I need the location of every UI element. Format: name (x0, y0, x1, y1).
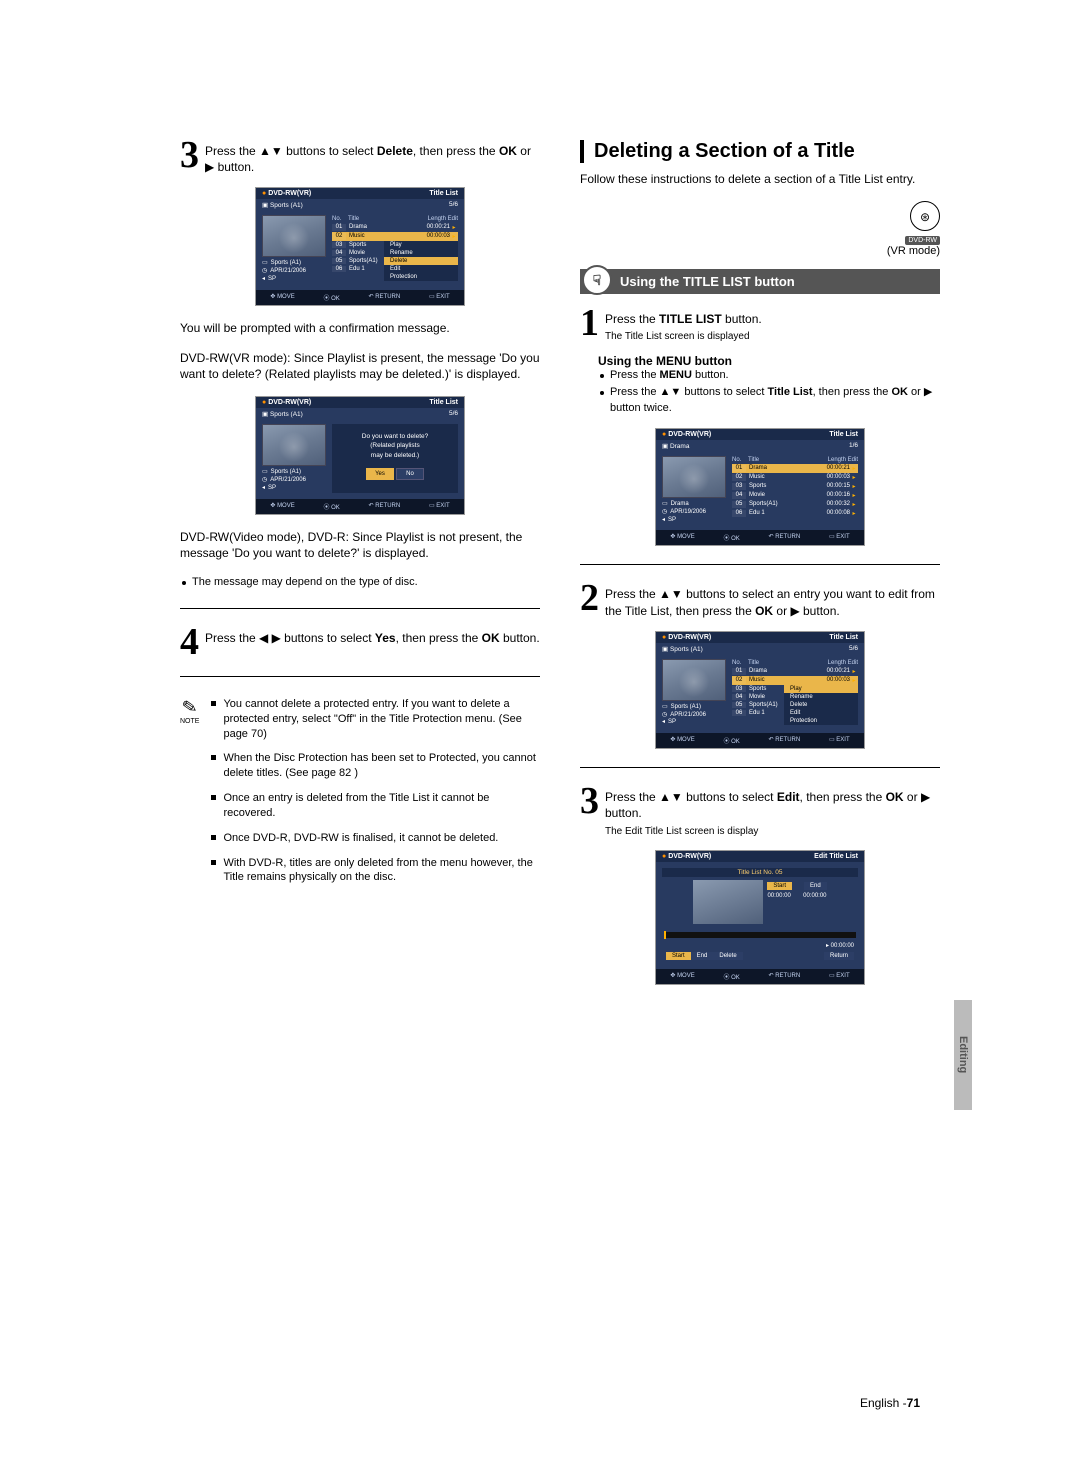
video-mode-text: DVD-RW(Video mode), DVD-R: Since Playlis… (180, 529, 540, 561)
note-icon: ✎ (178, 695, 201, 719)
confirmation-text: You will be prompted with a confirmation… (180, 320, 540, 336)
using-title-list-heading: ☟ Using the TITLE LIST button (580, 269, 940, 294)
disc-icon: ⊛ (910, 201, 940, 231)
step-text: Press the ▲▼ buttons to select Delete, t… (205, 140, 540, 175)
hand-icon: ☟ (582, 265, 612, 295)
right-column: Deleting a Section of a Title Follow the… (580, 140, 940, 997)
right-step-3: 3 Press the ▲▼ buttons to select Edit, t… (580, 786, 940, 838)
left-column: 3 Press the ▲▼ buttons to select Delete,… (180, 140, 540, 997)
edit-title-list-screen: DVD-RW(VR)Edit Title List Title List No.… (655, 850, 865, 985)
step-3: 3 Press the ▲▼ buttons to select Delete,… (180, 140, 540, 175)
notes-list: You cannot delete a protected entry. If … (209, 697, 540, 895)
right-step-1: 1 Press the TITLE LIST button. The Title… (580, 308, 940, 344)
vr-mode-text: DVD-RW(VR mode): Since Playlist is prese… (180, 350, 540, 382)
title-list-screen-ctx: DVD-RW(VR)Title List ▣ Sports (A1)5/6 ▭ … (655, 631, 865, 749)
step-4: 4 Press the ◀ ▶ buttons to select Yes, t… (180, 627, 540, 657)
message-note: The message may depend on the type of di… (180, 575, 540, 590)
vr-mode-badge: ⊛ DVD-RW (VR mode) (580, 201, 940, 257)
menu-bullets: Press the MENU button. Press the ▲▼ butt… (598, 368, 940, 416)
step-number: 3 (180, 140, 205, 170)
title-list-screen: DVD-RW(VR)Title List ▣ Drama1/6 ▭ Drama … (655, 428, 865, 546)
section-heading: Deleting a Section of a Title (580, 140, 940, 163)
note-block: ✎NOTE You cannot delete a protected entr… (180, 697, 540, 895)
page-footer: English -71 (860, 1396, 920, 1410)
intro-text: Follow these instructions to delete a se… (580, 171, 940, 187)
right-step-2: 2 Press the ▲▼ buttons to select an entr… (580, 583, 940, 618)
title-list-screen-delete: DVD-RW(VR)Title List ▣ Sports (A1)5/6 ▭ … (255, 187, 465, 305)
confirm-delete-screen: DVD-RW(VR)Title List ▣ Sports (A1)5/6 ▭ … (255, 396, 465, 514)
side-tab-editing: Editing (954, 1000, 972, 1110)
menu-heading: Using the MENU button (598, 354, 940, 368)
